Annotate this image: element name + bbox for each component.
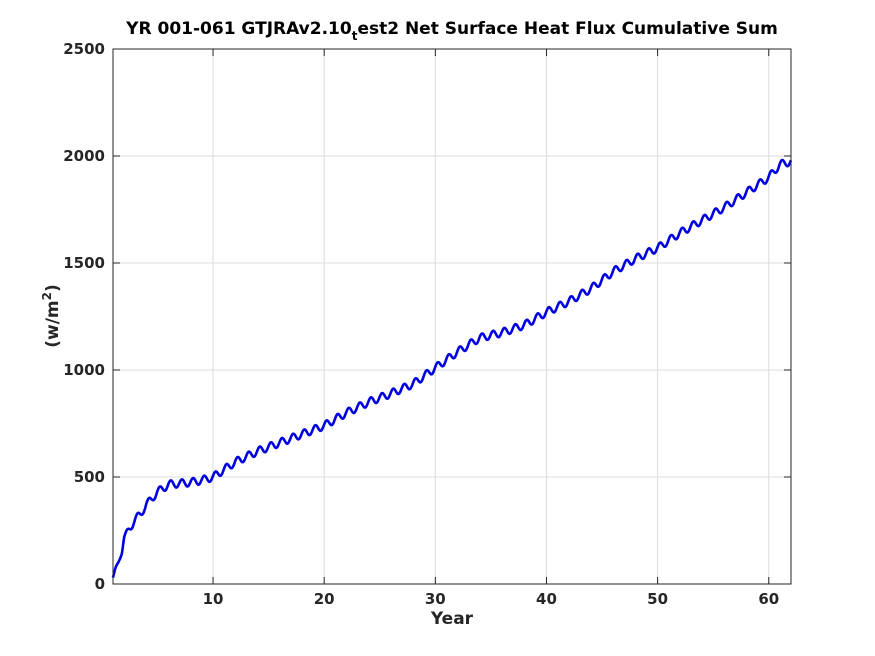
y-axis-label: (w/m2) — [40, 284, 63, 348]
x-tick-label: 40 — [536, 590, 557, 608]
y-tick-label: 500 — [74, 468, 105, 486]
y-tick-label: 1000 — [63, 361, 105, 379]
axis-ticks: 10 20 30 40 50 60 0 500 1000 1500 2000 2500 — [63, 40, 791, 608]
x-tick-label: 20 — [314, 590, 335, 608]
series-group — [111, 158, 793, 578]
x-tick-label: 50 — [647, 590, 668, 608]
y-tick-label: 1500 — [63, 254, 105, 272]
x-tick-label: 60 — [758, 590, 779, 608]
y-tick-label: 0 — [95, 575, 105, 593]
chart-title-rest: est2 Net Surface Heat Flux Cumulative Su… — [357, 19, 777, 39]
plot-frame — [112, 48, 792, 585]
y-tick-label: 2000 — [63, 147, 105, 165]
series-line — [111, 158, 793, 578]
x-axis-label: Year — [430, 609, 474, 629]
chart-title-subscript: t — [352, 29, 358, 43]
y-axis-label-end: ) — [43, 284, 63, 292]
chart-title-main: YR 001-061 GTJRAv2.10 — [125, 19, 352, 39]
chart-title: YR 001-061 GTJRAv2.10test2 Net Surface H… — [125, 19, 778, 43]
y-axis-label-main: (w/m — [43, 300, 63, 347]
x-tick-label: 30 — [425, 590, 446, 608]
y-axis-label-superscript: 2 — [40, 292, 54, 300]
x-tick-label: 10 — [203, 590, 224, 608]
y-tick-label: 2500 — [63, 40, 105, 58]
